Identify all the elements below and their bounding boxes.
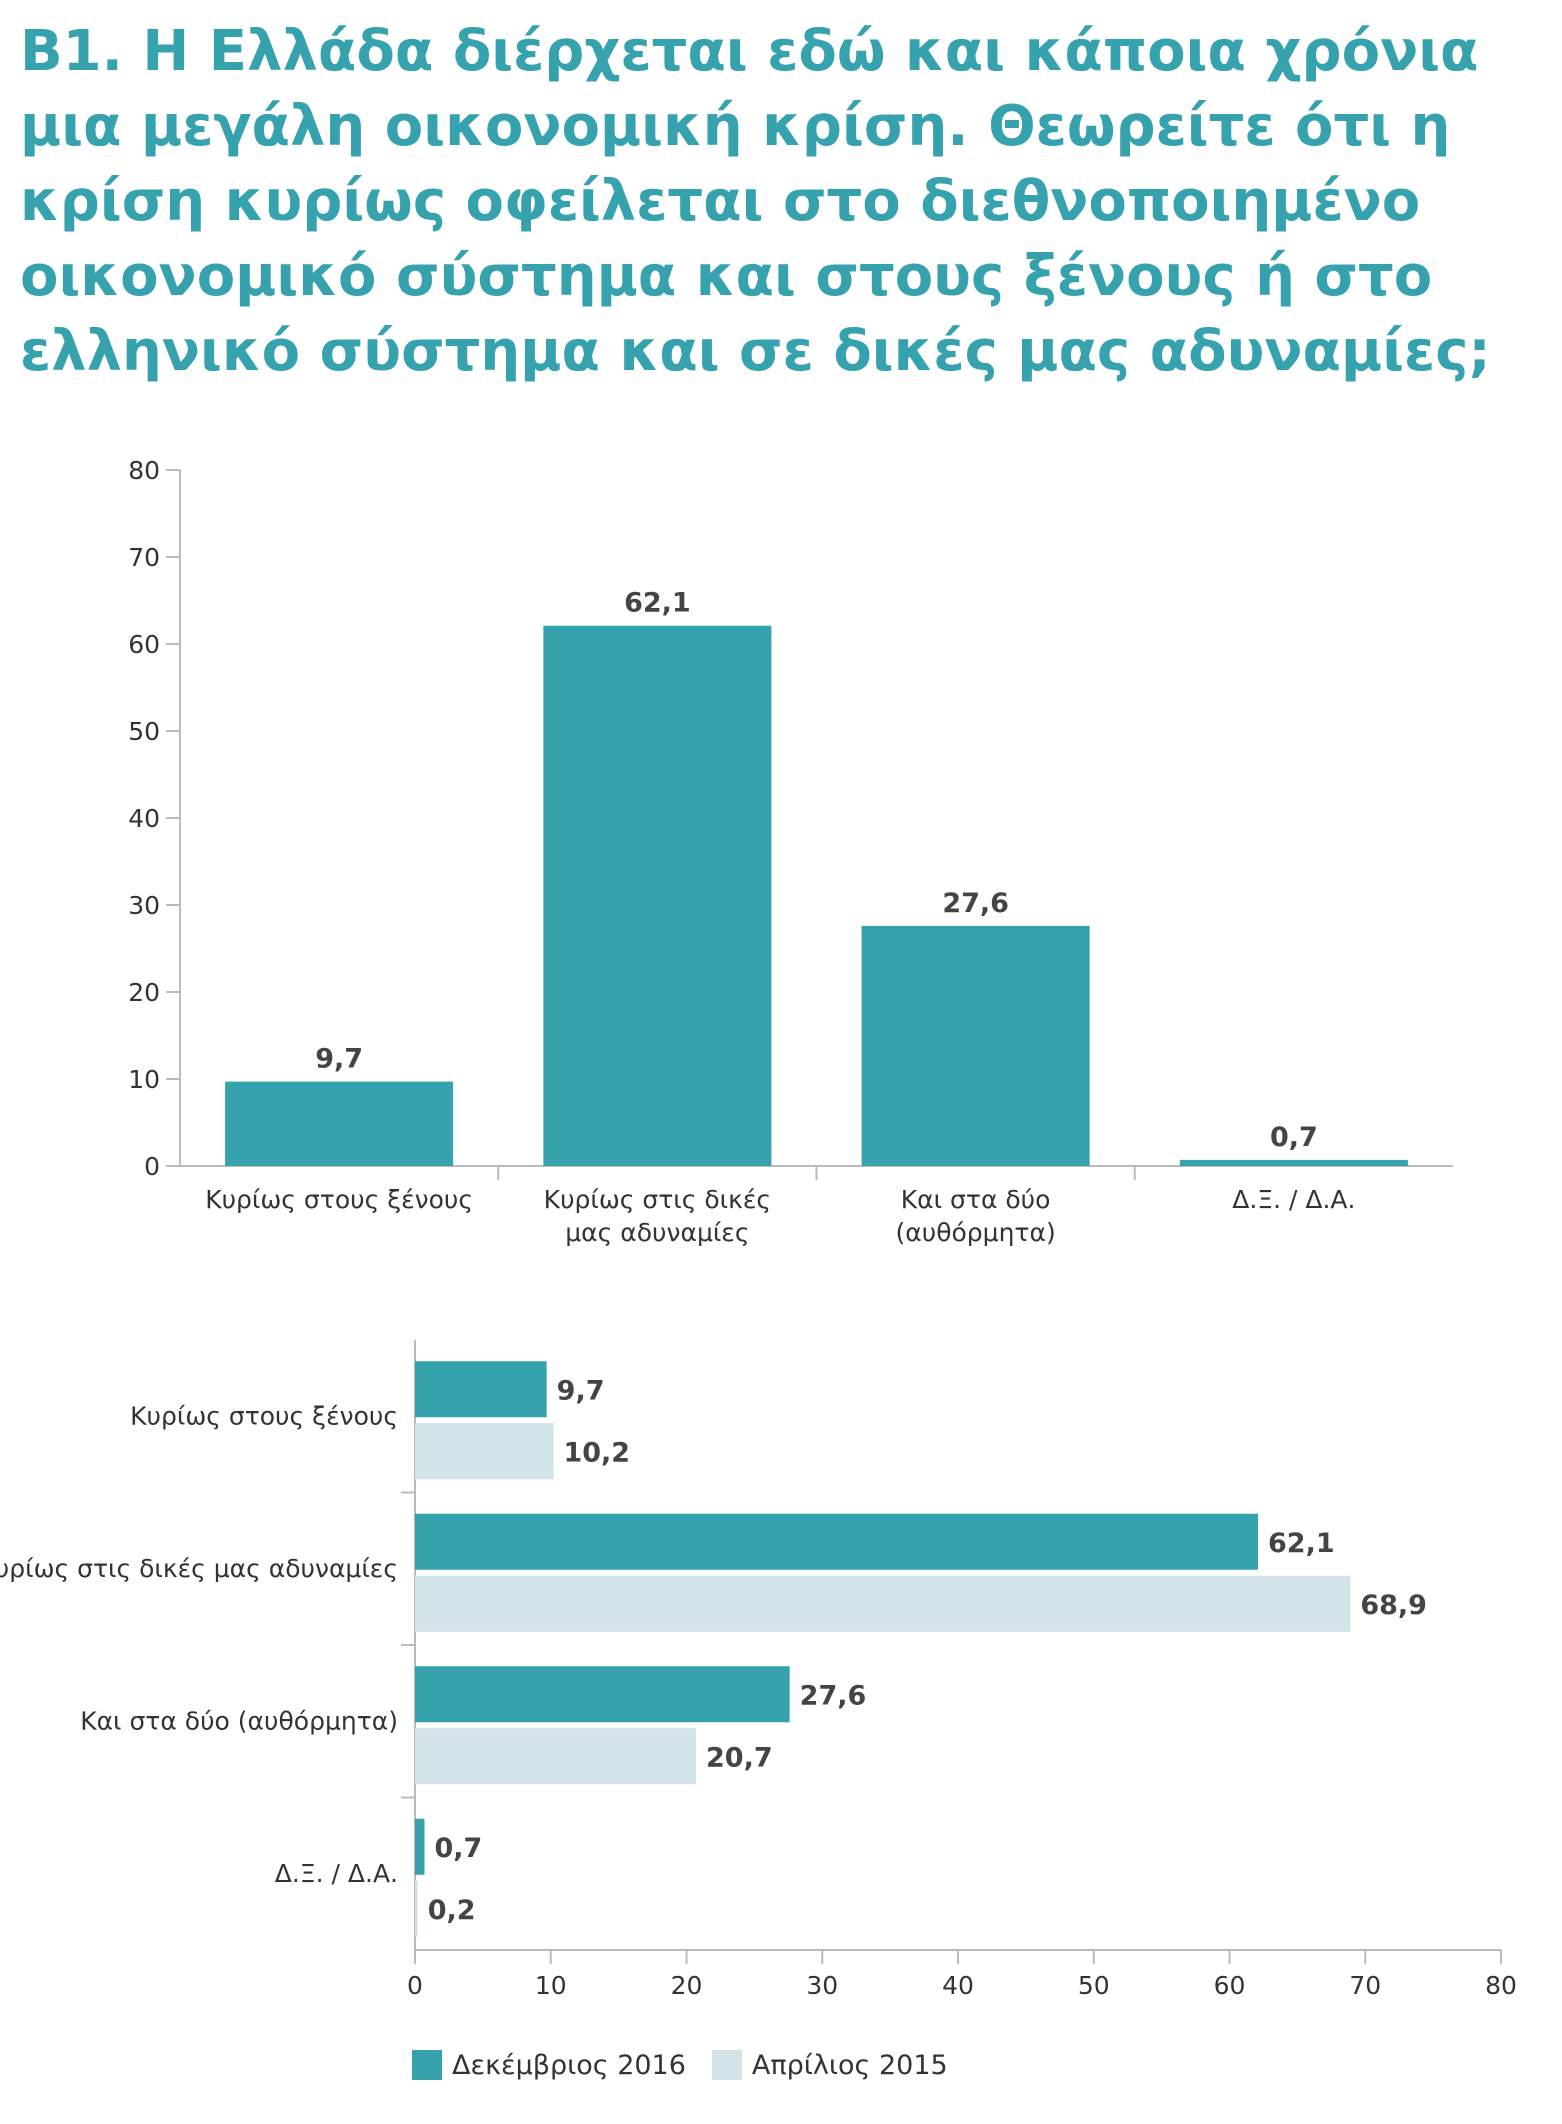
- bar-value-label: 9,7: [315, 1044, 363, 1075]
- legend-item-dec2016: Δεκέμβριος 2016: [412, 2050, 686, 2081]
- x-tick-label: 10: [535, 1971, 567, 2000]
- vertical-bar-chart: 0 10 20 30 40 50 60 70 80 9,7 Κυρίως στους ξένους 6…: [128, 456, 1453, 1247]
- y-tick-label: 0: [144, 1152, 160, 1181]
- y-tick-label: 70: [128, 543, 160, 572]
- legend-label-dec2016: Δεκέμβριος 2016: [452, 2049, 686, 2081]
- legend-swatch-apr2015: [711, 2050, 742, 2080]
- y-category-label: Κυρίως στις δικές μας αδυναμίες: [0, 1554, 398, 1583]
- x-category-label-line: Κυρίως στις δικές: [544, 1185, 771, 1214]
- bar: [225, 1081, 454, 1166]
- bar-apr2015: [415, 1423, 554, 1480]
- x-category-label-line: Κυρίως στους ξένους: [205, 1185, 473, 1214]
- legend-label-apr2015: Απρίλιος 2015: [751, 2049, 948, 2081]
- y-category-label: Και στα δύο (αυθόρμητα): [80, 1706, 398, 1735]
- legend-swatch-dec2016: [412, 2050, 442, 2080]
- x-category-label-line: (αυθόρμητα): [896, 1218, 1056, 1247]
- x-tick-label: 80: [1485, 1971, 1517, 2000]
- x-category-label-line: Δ.Ξ. / Δ.Α.: [1232, 1185, 1355, 1214]
- horizontal-bar-chart: 0 10 20 30 40 50 60 70 80 Κυρίως στους ξένους 9,7 1…: [0, 1340, 1517, 2000]
- x-tick-label: 70: [1349, 1971, 1381, 2000]
- y-tick-label: 20: [128, 978, 160, 1007]
- x-tick-label: 30: [806, 1971, 838, 2000]
- chart-legend: Δεκέμβριος 2016 Απρίλιος 2015: [412, 2045, 974, 2085]
- x-category-label: Κυρίως στους ξένους: [205, 1185, 473, 1214]
- bar-value-label: 0,7: [435, 1833, 483, 1864]
- y-tick-label: 60: [128, 630, 160, 659]
- y-tick-label: 50: [128, 717, 160, 746]
- y-tick-label: 30: [128, 891, 160, 920]
- bar-value-label: 10,2: [563, 1437, 630, 1468]
- y-category-label: Κυρίως στους ξένους: [130, 1401, 398, 1430]
- y-tick-label: 10: [128, 1065, 160, 1094]
- bar-dec2016: [415, 1361, 547, 1418]
- x-tick-label: 0: [407, 1971, 423, 2000]
- bar-apr2015: [415, 1728, 697, 1785]
- bar-apr2015: [415, 1880, 418, 1937]
- bar-value-label: 0,7: [1270, 1122, 1318, 1153]
- x-category-label-line: μας αδυναμίες: [565, 1218, 749, 1247]
- x-tick-label: 20: [671, 1971, 703, 2000]
- x-tick-label: 50: [1078, 1971, 1110, 2000]
- bar-value-label: 0,2: [428, 1895, 476, 1926]
- legend-item-apr2015: Απρίλιος 2015: [711, 2049, 948, 2081]
- x-tick-label: 60: [1214, 1971, 1246, 2000]
- x-category-label: Κυρίως στις δικές μας αδυναμίες: [544, 1185, 771, 1247]
- bar-value-label: 9,7: [557, 1375, 605, 1406]
- bar: [543, 625, 772, 1166]
- bar-dec2016: [415, 1818, 425, 1875]
- bar-value-label: 27,6: [942, 888, 1009, 919]
- bar-dec2016: [415, 1513, 1259, 1570]
- x-tick-label: 40: [942, 1971, 974, 2000]
- x-category-label: Δ.Ξ. / Δ.Α.: [1232, 1185, 1355, 1214]
- y-category-label: Δ.Ξ. / Δ.Α.: [275, 1859, 398, 1888]
- bar-value-label: 62,1: [624, 588, 691, 619]
- bar-dec2016: [415, 1666, 790, 1723]
- bar-value-label: 27,6: [800, 1680, 867, 1711]
- y-tick-label: 40: [128, 804, 160, 833]
- bar: [861, 925, 1090, 1166]
- bar-value-label: 20,7: [706, 1742, 773, 1773]
- bar: [1179, 1159, 1408, 1166]
- bar-value-label: 62,1: [1268, 1528, 1335, 1559]
- x-category-label-line: Και στα δύο: [901, 1185, 1051, 1214]
- bar-apr2015: [415, 1575, 1351, 1632]
- bar-value-label: 68,9: [1360, 1590, 1427, 1621]
- y-tick-label: 80: [128, 456, 160, 485]
- page-title: Β1. Η Ελλάδα διέρχεται εδώ και κάποια χρ…: [20, 19, 1491, 384]
- x-category-label: Και στα δύο (αυθόρμητα): [896, 1185, 1056, 1247]
